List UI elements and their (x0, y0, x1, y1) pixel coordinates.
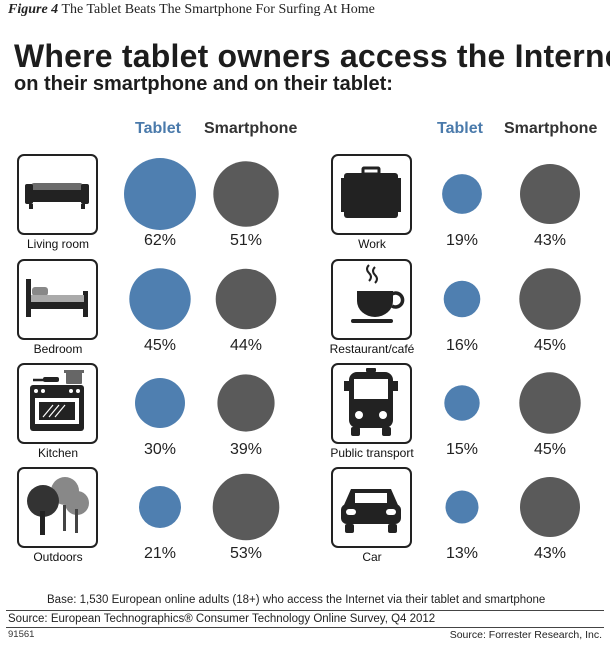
smartphone-value-restaurant-caf: 45% (533, 337, 567, 354)
smartphone-value-work: 43% (533, 232, 567, 249)
smartphone-bubble-living-room (213, 161, 279, 227)
tablet-value-car: 13% (445, 545, 479, 562)
location-label-restaurant-caf: Restaurant/café (329, 342, 415, 356)
location-label-bedroom: Bedroom (33, 342, 83, 356)
tablet-value-public-transport: 15% (445, 441, 479, 458)
smartphone-value-kitchen: 39% (229, 441, 263, 458)
credit-note: Source: Forrester Research, Inc. (449, 629, 602, 641)
column-header-smartphone-left: Smartphone (204, 120, 298, 137)
tablet-value-kitchen: 30% (143, 441, 177, 458)
tablet-bubble-bedroom (129, 268, 191, 330)
trees-icon (17, 467, 98, 548)
tablet-bubble-public-transport (444, 385, 480, 421)
sofa-icon (17, 154, 98, 235)
divider-top (6, 610, 604, 611)
location-label-outdoors: Outdoors (33, 550, 83, 564)
smartphone-value-outdoors: 53% (229, 545, 263, 562)
smartphone-bubble-bedroom (215, 268, 277, 330)
tablet-value-outdoors: 21% (143, 545, 177, 562)
tablet-bubble-outdoors (139, 486, 181, 528)
tablet-bubble-restaurant-caf (443, 280, 481, 318)
figure-code: 91561 (8, 629, 35, 640)
smartphone-bubble-work (520, 164, 580, 224)
location-label-public-transport: Public transport (330, 446, 414, 460)
tablet-bubble-kitchen (135, 378, 185, 428)
tablet-bubble-car (445, 490, 479, 524)
base-note: Base: 1,530 European online adults (18+)… (47, 594, 546, 606)
smartphone-bubble-outdoors (212, 473, 280, 541)
location-label-work: Work (358, 237, 386, 251)
column-header-smartphone-right: Smartphone (504, 120, 598, 137)
location-label-living-room: Living room (26, 237, 90, 251)
column-header-tablet-left: Tablet (135, 120, 181, 137)
briefcase-icon (331, 154, 412, 235)
figure-caption: The Tablet Beats The Smartphone For Surf… (61, 2, 375, 17)
tablet-value-restaurant-caf: 16% (445, 337, 479, 354)
tablet-bubble-work (442, 174, 482, 214)
figure-number: Figure 4 (8, 2, 59, 17)
tablet-value-work: 19% (445, 232, 479, 249)
bed-icon (17, 259, 98, 340)
smartphone-value-public-transport: 45% (533, 441, 567, 458)
smartphone-bubble-public-transport (519, 372, 581, 434)
divider-bottom (6, 627, 604, 628)
smartphone-value-car: 43% (533, 545, 567, 562)
source-note: Source: European Technographics® Consume… (8, 613, 436, 625)
smartphone-bubble-restaurant-caf (519, 268, 581, 330)
car-icon (331, 467, 412, 548)
tablet-value-living-room: 62% (143, 232, 177, 249)
chart-subtitle: on their smartphone and on their tablet: (14, 73, 393, 95)
figure-header: Figure 4 The Tablet Beats The Smartphone… (8, 2, 375, 18)
chart-title: Where tablet owners access the Internet (14, 38, 610, 74)
smartphone-bubble-kitchen (217, 374, 275, 432)
tablet-value-bedroom: 45% (143, 337, 177, 354)
bus-icon (331, 363, 412, 444)
tablet-bubble-living-room (124, 158, 196, 230)
smartphone-bubble-car (520, 477, 580, 537)
location-label-car: Car (362, 550, 382, 564)
smartphone-value-living-room: 51% (229, 232, 263, 249)
smartphone-value-bedroom: 44% (229, 337, 263, 354)
stove-icon (17, 363, 98, 444)
column-header-tablet-right: Tablet (437, 120, 483, 137)
location-label-kitchen: Kitchen (37, 446, 79, 460)
coffee-cup-icon (331, 259, 412, 340)
